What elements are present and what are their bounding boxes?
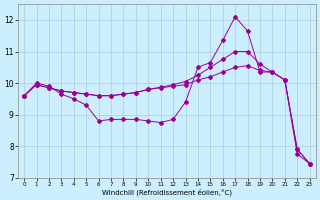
X-axis label: Windchill (Refroidissement éolien,°C): Windchill (Refroidissement éolien,°C) xyxy=(102,188,232,196)
